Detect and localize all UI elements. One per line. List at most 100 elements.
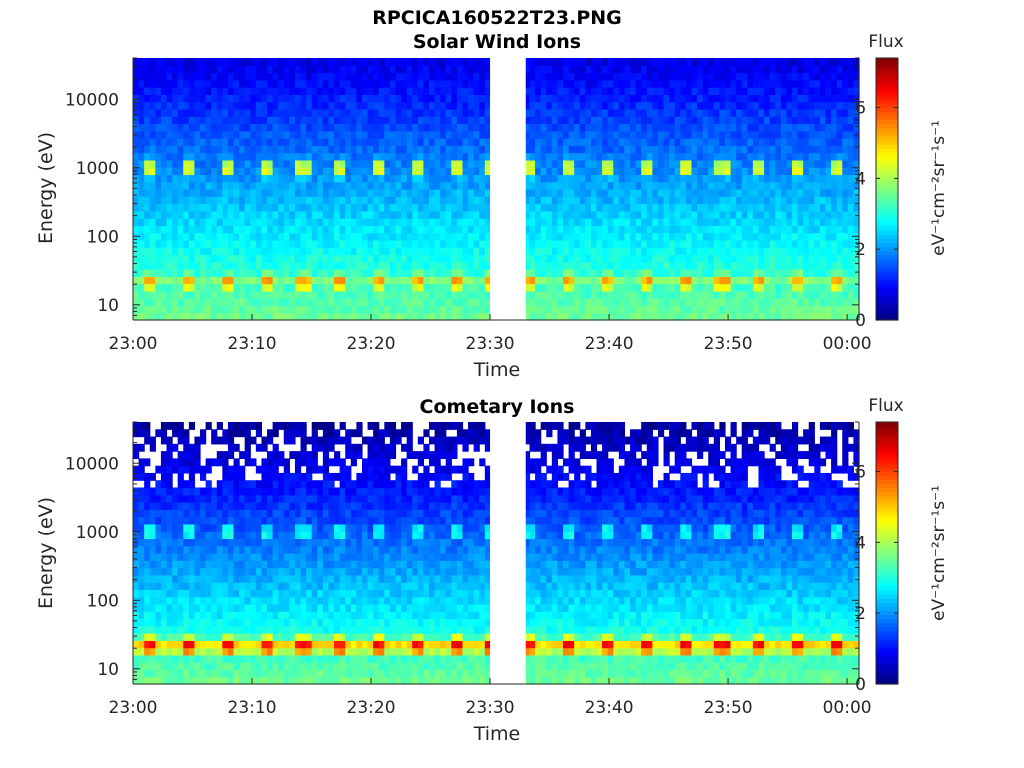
heatmap-cell — [172, 167, 179, 176]
heatmap-cell — [166, 174, 173, 183]
heatmap-cell — [529, 247, 536, 256]
heatmap-cell — [133, 633, 140, 641]
heatmap-cell — [462, 123, 469, 132]
heatmap-cell — [752, 72, 760, 81]
heatmap-cell — [166, 189, 173, 197]
heatmap-cell — [211, 116, 218, 125]
heatmap-cell — [462, 254, 469, 263]
heatmap-cell — [853, 152, 860, 161]
heatmap-cell — [456, 72, 464, 81]
heatmap-cell — [652, 283, 659, 292]
heatmap-cell — [736, 145, 743, 154]
heatmap-cell — [389, 159, 397, 168]
heatmap-cell — [267, 247, 274, 256]
heatmap-cell — [847, 218, 855, 226]
heatmap-cell — [451, 239, 458, 248]
heatmap-cell — [808, 152, 815, 161]
heatmap-cell — [613, 130, 620, 139]
heatmap-cell — [166, 487, 173, 496]
heatmap-cell — [328, 276, 335, 285]
heatmap-cell — [607, 72, 614, 81]
heatmap-cell — [551, 239, 559, 248]
heatmap-cell — [462, 145, 469, 154]
heatmap-cell — [239, 58, 246, 66]
heatmap-cell — [322, 196, 330, 205]
heatmap-cell — [652, 138, 659, 146]
heatmap-cell — [361, 254, 369, 263]
heatmap-cell — [160, 465, 168, 474]
heatmap-cell — [646, 167, 653, 176]
heatmap-cell — [685, 130, 693, 139]
heatmap-cell — [736, 254, 743, 263]
heatmap-cell — [205, 72, 212, 81]
heatmap-cell — [741, 196, 748, 205]
heatmap-cell — [328, 269, 335, 277]
heatmap-cell — [183, 574, 190, 583]
heatmap-cell — [462, 189, 469, 197]
heatmap-cell — [713, 108, 720, 117]
heatmap-cell — [758, 138, 765, 146]
heatmap-cell — [646, 196, 653, 205]
colorbar-swatch — [876, 274, 898, 280]
heatmap-cell — [373, 58, 380, 66]
heatmap-cell — [479, 254, 486, 263]
heatmap-cell — [166, 58, 173, 66]
heatmap-cell — [378, 87, 385, 95]
heatmap-cell — [423, 167, 430, 176]
heatmap-cell — [624, 87, 631, 95]
heatmap-cell — [680, 159, 687, 168]
heatmap-cell — [546, 123, 553, 132]
heatmap-cell — [791, 159, 799, 168]
heatmap-cell — [445, 283, 452, 292]
heatmap-cell — [602, 138, 609, 146]
heatmap-cell — [473, 261, 480, 270]
heatmap-cell — [819, 174, 827, 183]
heatmap-cell — [708, 276, 715, 285]
heatmap-cell — [172, 298, 179, 307]
colorbar-unit-label: eV⁻¹cm⁻²sr⁻¹s⁻¹ — [929, 120, 949, 256]
heatmap-cell — [540, 58, 547, 66]
heatmap-cell — [172, 72, 179, 81]
heatmap-cell — [602, 130, 609, 139]
heatmap-cell — [546, 261, 553, 270]
heatmap-cell — [663, 87, 670, 95]
heatmap-cell — [160, 305, 168, 314]
heatmap-cell — [719, 218, 726, 226]
heatmap-cell — [322, 87, 330, 95]
heatmap-cell — [300, 174, 307, 183]
heatmap-cell — [803, 276, 810, 285]
heatmap-cell — [183, 494, 190, 503]
heatmap-cell — [133, 523, 140, 532]
heatmap-cell — [401, 232, 408, 241]
heatmap-cell — [434, 159, 441, 168]
heatmap-cell — [200, 254, 207, 263]
heatmap-cell — [172, 232, 179, 241]
heatmap-cell — [618, 239, 626, 248]
heatmap-cell — [177, 509, 184, 518]
heatmap-cell — [669, 108, 676, 117]
heatmap-cell — [378, 254, 385, 263]
heatmap-cell — [652, 152, 659, 161]
heatmap-cell — [713, 79, 720, 88]
heatmap-cell — [172, 487, 179, 496]
heatmap-cell — [138, 538, 145, 547]
heatmap-cell — [227, 312, 235, 321]
heatmap-cell — [160, 429, 168, 438]
heatmap-cell — [255, 232, 263, 241]
heatmap-cell — [144, 611, 151, 620]
heatmap-cell — [456, 203, 464, 212]
heatmap-cell — [434, 305, 441, 314]
heatmap-cell — [646, 101, 653, 110]
heatmap-cell — [155, 94, 162, 103]
heatmap-cell — [244, 269, 251, 277]
heatmap-cell — [289, 196, 296, 205]
heatmap-cell — [200, 276, 207, 285]
heatmap-cell — [177, 502, 184, 510]
heatmap-cell — [183, 210, 190, 219]
heatmap-cell — [239, 94, 246, 103]
heatmap-cell — [468, 58, 475, 66]
heatmap-cell — [244, 79, 251, 88]
heatmap-cell — [842, 181, 849, 190]
heatmap-cell — [574, 218, 581, 226]
heatmap-cell — [272, 94, 279, 103]
